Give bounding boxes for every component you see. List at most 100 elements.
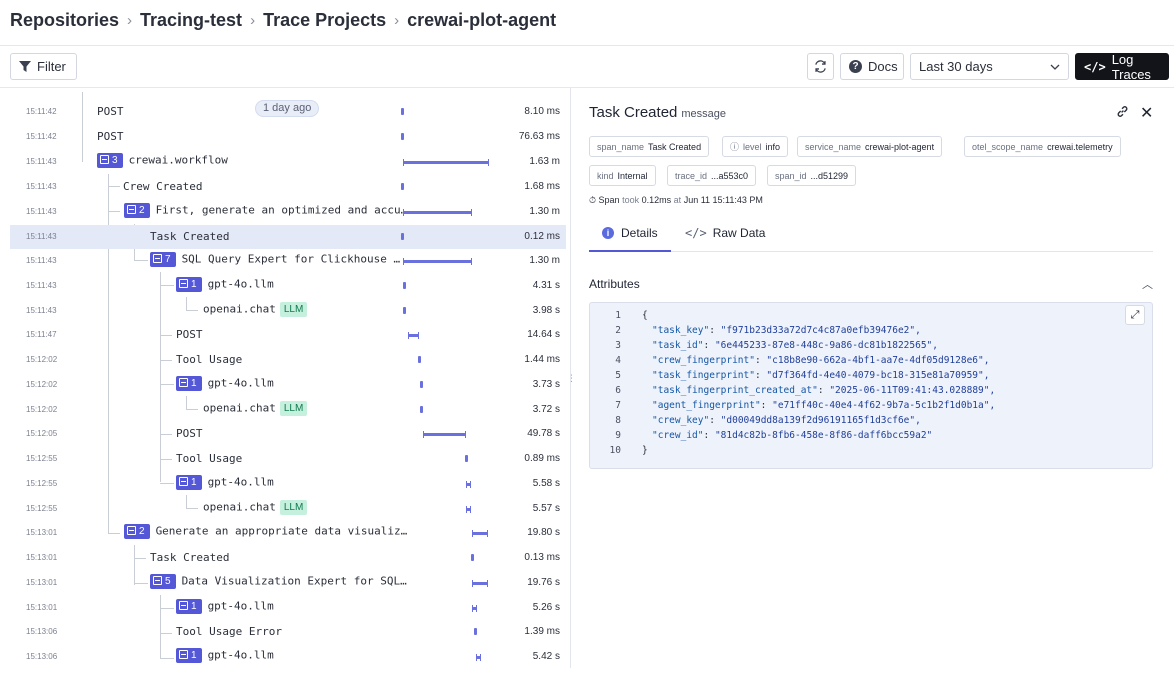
- trace-row[interactable]: 15:13:01 1 gpt-4o.llm 5.26 s: [10, 596, 566, 620]
- json-key: "crew_id": [652, 430, 704, 441]
- json-value: "81d4c82b-8fb6-458e-8f86-daff6bcc59a2": [714, 430, 933, 441]
- trace-row[interactable]: 15:12:02 1 gpt-4o.llm 3.73 s: [10, 373, 566, 397]
- attributes-code-block[interactable]: 1{ 2 "task_key": "f971b23d33a72d7c4c87a0e…: [589, 302, 1153, 469]
- trace-row[interactable]: 15:11:43 2 First, generate an optimized a…: [10, 200, 566, 224]
- attributes-heading: Attributes: [589, 277, 640, 291]
- log-traces-button[interactable]: </> Log Traces: [1075, 52, 1169, 82]
- trace-row[interactable]: 15:13:06 1 gpt-4o.llm 5.42 s: [10, 645, 566, 668]
- trace-row[interactable]: 15:11:43 Crew Created 1.68 ms: [10, 175, 566, 199]
- trace-row[interactable]: 15:12:55 openai.chat LLM 5.57 s: [10, 497, 566, 521]
- close-icon[interactable]: ✕: [1140, 105, 1154, 122]
- chip-value: crewai-plot-agent: [865, 141, 935, 152]
- duration-bar: [403, 307, 406, 314]
- line-number: 9: [615, 430, 621, 441]
- child-count: 1: [191, 601, 197, 612]
- collapse-toggle[interactable]: 5: [150, 574, 176, 589]
- trace-row[interactable]: 15:11:43 7 SQL Query Expert for Clickhous…: [10, 249, 566, 273]
- trace-row[interactable]: 15:13:01 Task Created 0.13 ms: [10, 546, 566, 570]
- row-timestamp: 15:11:47: [26, 330, 57, 339]
- span-duration: 0.89 ms: [524, 453, 560, 464]
- tree-connector: [186, 310, 198, 311]
- duration-bar: [472, 605, 477, 612]
- trace-row[interactable]: 15:12:55 Tool Usage 0.89 ms: [10, 447, 566, 471]
- resize-handle[interactable]: ⋮: [567, 373, 576, 383]
- json-value: "d7f364fd-4e40-4079-bc18-315e81a70959",: [766, 370, 990, 381]
- attribute-chip[interactable]: span_id ...d51299: [767, 165, 857, 186]
- link-icon[interactable]: [1116, 105, 1129, 121]
- span-name: gpt-4o.llm: [207, 599, 274, 613]
- collapse-toggle[interactable]: 2: [124, 203, 150, 218]
- tree-connector: [134, 260, 148, 261]
- trace-row[interactable]: 15:11:43 3 crewai.workflow 1.63 m: [10, 150, 566, 174]
- tab-label: Raw Data: [712, 226, 766, 240]
- line-number: 6: [615, 385, 621, 396]
- code-line: {: [642, 310, 648, 321]
- collapse-toggle[interactable]: 2: [124, 524, 150, 539]
- collapse-toggle[interactable]: 1: [176, 277, 202, 292]
- tree-connector: [160, 483, 174, 484]
- trace-row[interactable]: 15:12:02 openai.chat LLM 3.72 s: [10, 398, 566, 422]
- attribute-chip[interactable]: trace_id ...a553c0: [667, 165, 757, 186]
- trace-row[interactable]: 15:13:06 Tool Usage Error 1.39 ms: [10, 620, 566, 644]
- row-timestamp: 15:12:02: [26, 405, 58, 414]
- tabs-divider: [589, 251, 1153, 252]
- refresh-button[interactable]: [807, 53, 834, 80]
- chip-value: ...d51299: [810, 170, 849, 181]
- trace-row[interactable]: 15:12:02 Tool Usage 1.44 ms: [10, 348, 566, 372]
- json-key: "task_fingerprint_created_at": [652, 385, 818, 396]
- span-name: crewai.workflow: [128, 153, 228, 167]
- trace-row[interactable]: 15:11:47 POST 14.64 s: [10, 323, 566, 347]
- trace-row[interactable]: 15:11:42 POST 76.63 ms: [10, 125, 566, 149]
- trace-row[interactable]: 15:11:43 openai.chat LLM 3.98 s: [10, 299, 566, 323]
- tree-connector: [134, 545, 135, 585]
- collapse-toggle[interactable]: 3: [97, 153, 123, 168]
- tree-connector: [82, 92, 83, 162]
- collapse-toggle[interactable]: 1: [176, 376, 202, 391]
- breadcrumb-tracing-test[interactable]: Tracing-test: [140, 9, 243, 30]
- collapse-toggle[interactable]: 1: [176, 599, 202, 614]
- breadcrumb-trace-projects[interactable]: Trace Projects: [263, 9, 387, 30]
- span-duration: 1.68 ms: [524, 181, 560, 192]
- duration-bar: [403, 258, 472, 265]
- chip-value: crewai.telemetry: [1047, 141, 1113, 152]
- time-range-select[interactable]: Last 30 days: [910, 53, 1069, 80]
- span-prefix: Span: [598, 195, 620, 205]
- row-timestamp: 15:12:55: [26, 479, 58, 488]
- duration-bar: [403, 209, 472, 216]
- trace-row-selected[interactable]: 15:11:43 Task Created 0.12 ms: [10, 225, 566, 249]
- trace-row[interactable]: 15:12:55 1 gpt-4o.llm 5.58 s: [10, 472, 566, 496]
- span-name: Data Visualization Expert for SQL…: [181, 574, 407, 588]
- tab-raw-data[interactable]: </> Raw Data: [685, 226, 765, 240]
- tree-connector: [108, 533, 120, 534]
- chip-key: service_name: [805, 141, 862, 152]
- json-value: "c18b8e90-662a-4bf1-aa7e-4df05d9128e6",: [766, 355, 990, 366]
- trace-row[interactable]: 15:11:43 1 gpt-4o.llm 4.31 s: [10, 274, 566, 298]
- chevron-up-icon[interactable]: ︿: [1142, 279, 1153, 291]
- docs-button[interactable]: ? Docs: [840, 53, 904, 80]
- filter-label: Filter: [37, 59, 66, 74]
- at-label: at: [673, 195, 682, 205]
- child-count: 7: [165, 254, 171, 265]
- collapse-toggle[interactable]: 1: [176, 475, 202, 490]
- row-timestamp: 15:12:05: [26, 429, 58, 438]
- minus-square-icon: [179, 477, 188, 486]
- tab-details[interactable]: i Details: [602, 226, 658, 240]
- line-number: 1: [615, 310, 621, 321]
- collapse-toggle[interactable]: 7: [150, 252, 176, 267]
- expand-icon[interactable]: ⤢: [1125, 305, 1145, 325]
- header-divider: [0, 45, 1174, 46]
- duration-bar: [403, 282, 406, 289]
- breadcrumb-repositories[interactable]: Repositories: [10, 9, 120, 30]
- trace-row[interactable]: 15:12:05 POST 49.78 s: [10, 422, 566, 446]
- tree-connector: [186, 495, 187, 509]
- filter-button[interactable]: Filter: [10, 53, 77, 80]
- took-label: took: [622, 195, 640, 205]
- collapse-toggle[interactable]: 1: [176, 648, 202, 663]
- row-timestamp: 15:11:42: [26, 107, 57, 116]
- trace-row[interactable]: 15:11:42 POST 8.10 ms: [10, 100, 566, 124]
- duration-bar: [420, 381, 423, 388]
- trace-row[interactable]: 15:13:01 2 Generate an appropriate data v…: [10, 521, 566, 545]
- json-value: "2025-06-11T09:41:43.028889",: [829, 385, 996, 396]
- trace-row[interactable]: 15:13:01 5 Data Visualization Expert for …: [10, 571, 566, 595]
- attribute-chip: otel_scope_name crewai.telemetry: [964, 136, 1121, 157]
